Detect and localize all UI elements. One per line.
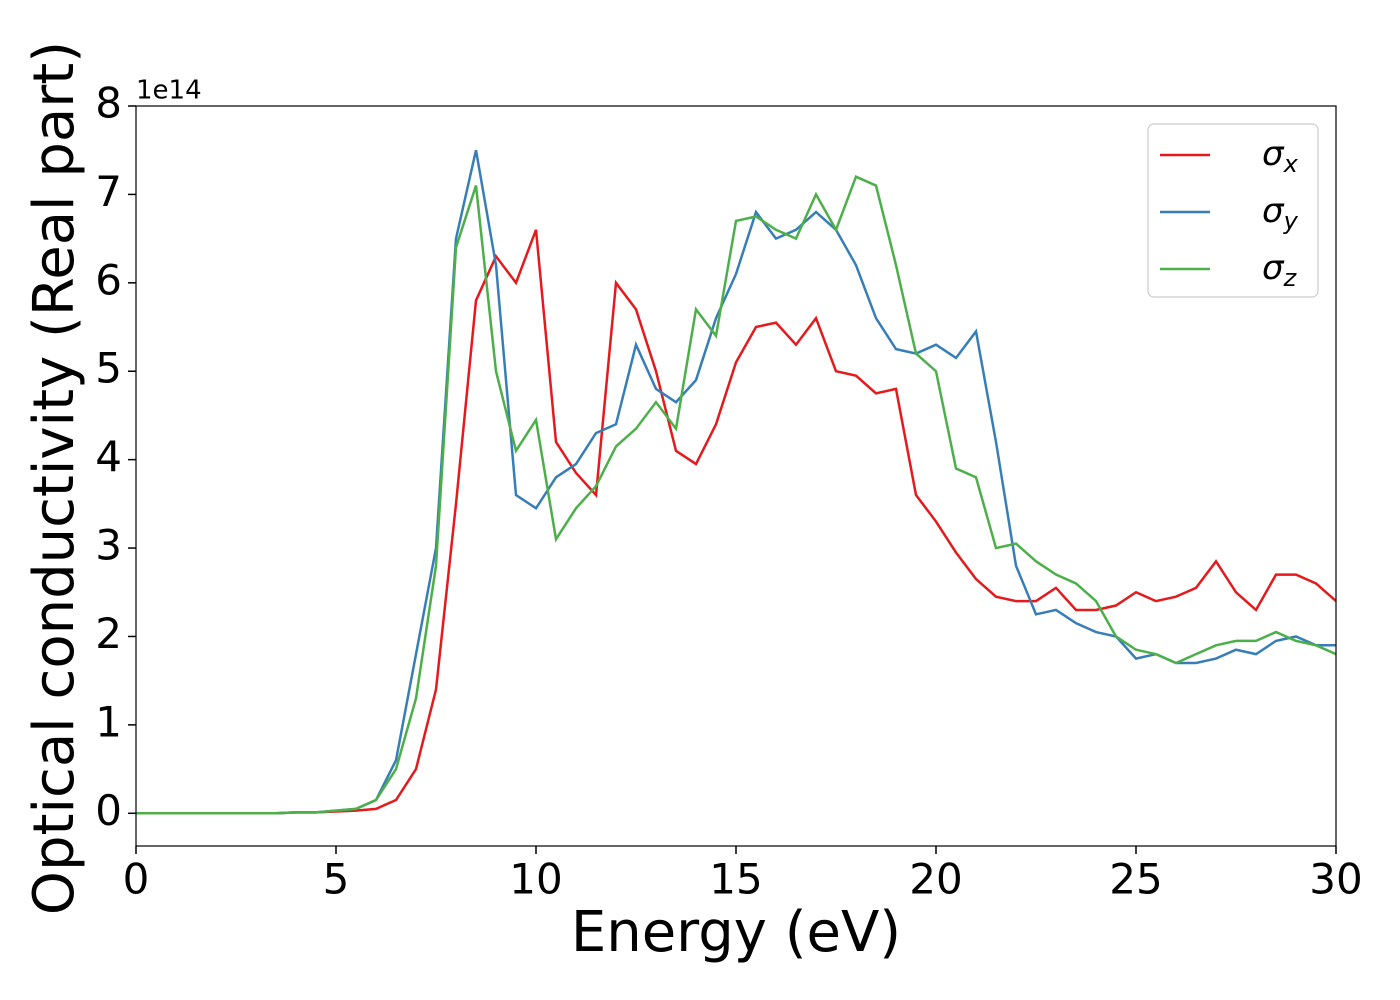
legend-symbol: σ [1262, 248, 1285, 288]
x-axis-label: Energy (eV) [571, 900, 901, 965]
legend-subscript: y [1283, 207, 1299, 235]
y-tick-label: 2 [95, 609, 122, 658]
legend-label: σz [1262, 248, 1298, 293]
legend-subscript: z [1283, 264, 1298, 292]
x-tick-label: 0 [123, 855, 150, 904]
x-tick-label: 30 [1309, 855, 1362, 904]
legend-subscript: x [1283, 150, 1299, 178]
y-tick-label: 6 [95, 255, 122, 304]
y-tick-label: 4 [95, 432, 122, 481]
y-tick-label: 0 [95, 786, 122, 835]
y-tick-label: 5 [95, 344, 122, 393]
y-tick-label: 8 [95, 79, 122, 128]
legend-label: σx [1262, 134, 1299, 179]
y-tick-label: 1 [95, 697, 122, 746]
x-tick-label: 15 [709, 855, 762, 904]
legend-symbol: σ [1262, 134, 1285, 174]
x-tick-label: 10 [509, 855, 562, 904]
y-tick-label: 7 [95, 167, 122, 216]
x-tick-label: 5 [323, 855, 350, 904]
x-tick-label: 20 [909, 855, 962, 904]
x-tick-label: 25 [1109, 855, 1162, 904]
y-tick-label: 3 [95, 521, 122, 570]
series-line [136, 229, 1336, 815]
legend-box [1147, 123, 1319, 298]
y-offset-label: 1e14 [136, 76, 202, 106]
y-axis-label: Optical conductivity (Real part) [22, 41, 87, 915]
legend-label: σy [1262, 191, 1299, 236]
series-line [136, 175, 1336, 815]
plot-frame [135, 105, 1337, 847]
legend-symbol: σ [1262, 191, 1285, 231]
